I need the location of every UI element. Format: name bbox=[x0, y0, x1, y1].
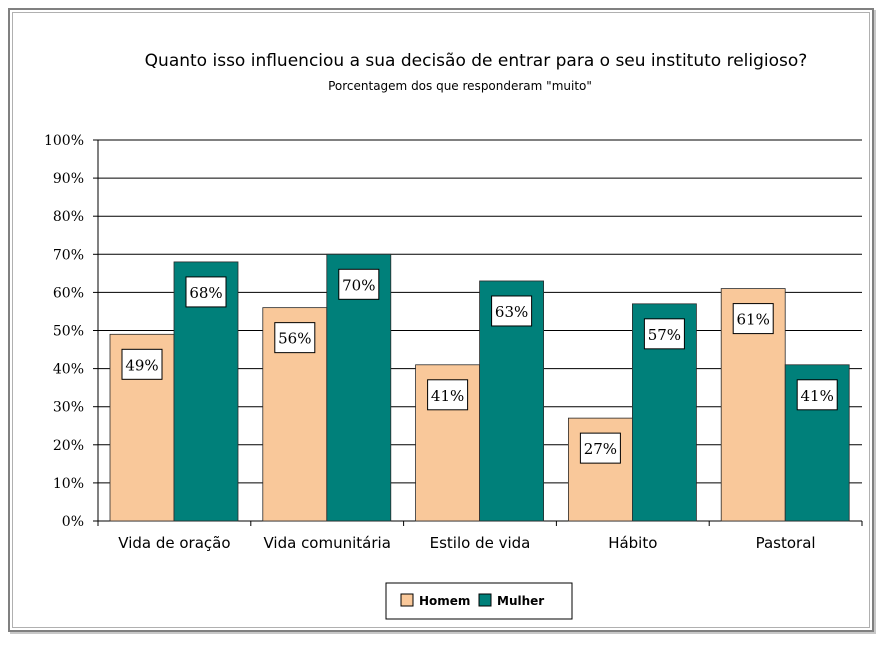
y-tick-label: 100% bbox=[44, 133, 84, 149]
data-label-box bbox=[338, 268, 380, 300]
legend-swatch-homem bbox=[400, 593, 414, 607]
y-tick-label: 40% bbox=[53, 362, 84, 378]
y-tick-label: 0% bbox=[62, 514, 84, 530]
x-tick-label: Vida comunitária bbox=[263, 534, 390, 552]
data-label-box bbox=[732, 303, 774, 335]
x-tick-label: Vida de oração bbox=[118, 534, 230, 552]
data-label-box bbox=[274, 322, 316, 354]
data-label-box bbox=[185, 276, 227, 308]
data-label-box bbox=[579, 432, 621, 464]
y-tick-label: 20% bbox=[53, 438, 84, 454]
data-label: 70% bbox=[342, 276, 375, 294]
y-tick-label: 80% bbox=[53, 209, 84, 225]
y-tick-label: 90% bbox=[53, 171, 84, 187]
data-label: 63% bbox=[495, 303, 528, 321]
data-label: 41% bbox=[801, 387, 834, 405]
legend-swatch-mulher bbox=[478, 593, 492, 607]
data-label-box bbox=[427, 379, 469, 411]
data-label: 68% bbox=[189, 284, 222, 302]
y-tick-label: 10% bbox=[53, 476, 84, 492]
data-label: 49% bbox=[125, 356, 158, 374]
chart-title: Quanto isso influenciou a sua decisão de… bbox=[145, 51, 808, 71]
data-label-box bbox=[121, 348, 163, 380]
data-label: 41% bbox=[431, 387, 464, 405]
x-tick-label: Estilo de vida bbox=[430, 534, 531, 552]
x-tick-label: Hábito bbox=[608, 534, 657, 552]
y-tick-label: 30% bbox=[53, 400, 84, 416]
data-label-box bbox=[491, 295, 533, 327]
y-tick-label: 70% bbox=[53, 247, 84, 263]
y-tick-label: 50% bbox=[53, 324, 84, 340]
y-tick-label: 60% bbox=[53, 285, 84, 301]
data-label: 61% bbox=[737, 311, 770, 329]
data-label-box bbox=[643, 318, 685, 350]
x-tick-label: Pastoral bbox=[756, 534, 816, 552]
data-label: 56% bbox=[278, 330, 311, 348]
data-label-box bbox=[796, 379, 838, 411]
data-label: 57% bbox=[648, 326, 681, 344]
chart-subtitle: Porcentagem dos que responderam "muito" bbox=[328, 79, 592, 93]
legend-label-homem: Homem bbox=[419, 594, 470, 608]
legend-label-mulher: Mulher bbox=[497, 594, 544, 608]
legend: Homem Mulher bbox=[385, 582, 573, 620]
data-label: 27% bbox=[584, 440, 617, 458]
